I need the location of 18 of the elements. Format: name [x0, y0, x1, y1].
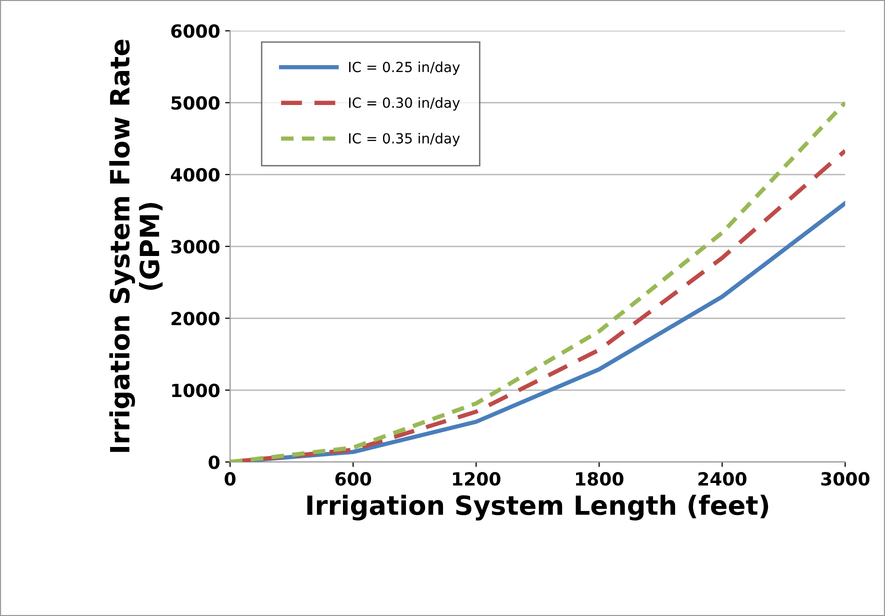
y-axis-title: Irrigation System Flow Rate (GPM)	[109, 40, 163, 452]
legend-label: IC = 0.25 in/day	[349, 62, 460, 75]
y-tick-label: 4000	[170, 168, 220, 182]
y-tick-label: 1000	[172, 384, 220, 398]
y-tick-label: 6000	[171, 24, 220, 38]
y-tick-label: 3000	[171, 240, 220, 254]
x-tick-label: 2400	[698, 472, 746, 486]
legend-label: IC = 0.35 in/day	[349, 132, 460, 146]
legend-label: IC = 0.30 in/day	[349, 97, 460, 111]
y-tick-label: 0	[208, 455, 220, 470]
y-tick-label: 2000	[172, 312, 220, 326]
x-tick-label: 1200	[453, 472, 500, 486]
x-tick-label: 3000	[821, 472, 870, 486]
x-tick-label: 600	[335, 472, 372, 486]
y-tick-label: 5000	[172, 96, 220, 110]
x-axis-title: Irrigation System Length (feet)	[307, 494, 768, 520]
x-tick-label: 0	[224, 472, 236, 486]
x-tick-label: 1800	[576, 472, 624, 486]
